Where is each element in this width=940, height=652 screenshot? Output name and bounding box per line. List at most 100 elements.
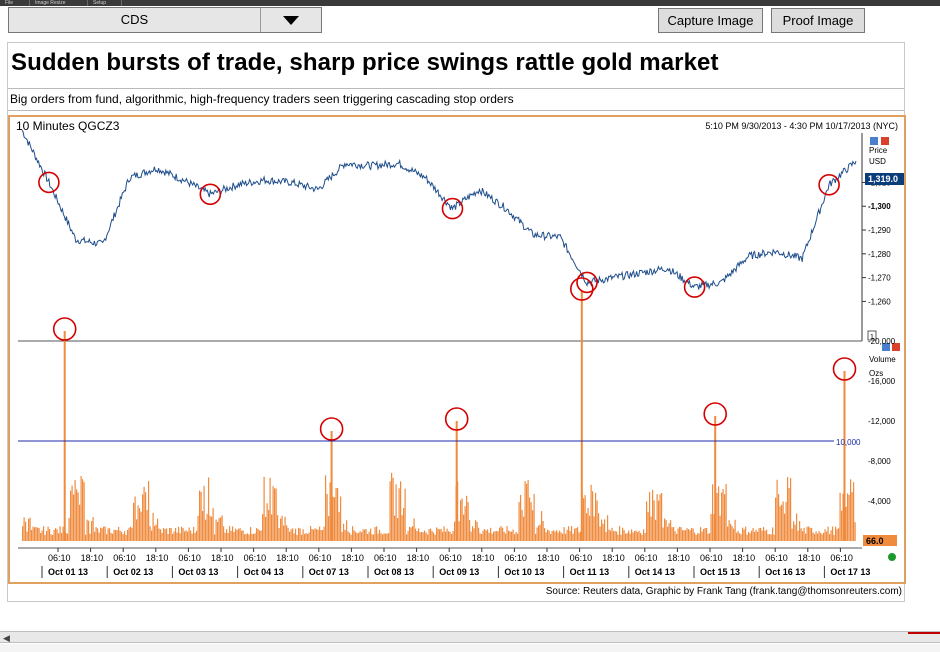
volume-spike-highlight-circle: [444, 407, 469, 431]
volume-bar: [466, 495, 468, 541]
volume-bar: [185, 530, 187, 541]
price-axis-label: Price: [869, 146, 888, 155]
volume-bar: [443, 526, 445, 541]
volume-bar: [274, 488, 276, 541]
volume-bar: [356, 533, 358, 541]
volume-bar: [385, 533, 387, 541]
volume-bar: [266, 503, 268, 541]
volume-bar: [646, 501, 648, 541]
volume-bar: [437, 528, 439, 541]
volume-spike-bar: [843, 371, 846, 541]
volume-bar: [217, 522, 219, 541]
volume-bar: [283, 525, 285, 541]
scroll-left-icon[interactable]: ◀: [3, 633, 10, 643]
volume-bar: [544, 528, 546, 541]
tab-image-resize[interactable]: Image Resize: [32, 0, 88, 6]
volume-bar: [595, 492, 597, 541]
volume-bar: [727, 526, 729, 541]
volume-bar: [67, 533, 69, 541]
price-tick-label: -1,270: [868, 274, 891, 283]
volume-bar: [259, 530, 261, 541]
chevron-down-icon[interactable]: [261, 8, 321, 32]
volume-bar: [835, 526, 837, 541]
volume-bar: [548, 530, 550, 541]
dropdown-selected-value: CDS: [9, 8, 261, 32]
volume-bar: [250, 527, 252, 541]
close-icon[interactable]: [881, 137, 889, 145]
volume-bar: [539, 524, 541, 541]
volume-bar: [302, 529, 304, 541]
capture-image-button[interactable]: Capture Image: [658, 8, 763, 33]
volume-bar: [193, 527, 195, 541]
volume-bar: [395, 484, 397, 541]
volume-bar: [790, 478, 792, 541]
volume-bar: [445, 531, 447, 541]
volume-bar: [770, 534, 772, 541]
volume-bar: [649, 492, 651, 541]
volume-bar: [511, 531, 513, 541]
tab-file[interactable]: File: [2, 0, 30, 6]
price-axis-unit: USD: [869, 157, 886, 166]
volume-minimize-icon[interactable]: [882, 343, 890, 351]
volume-bar: [451, 534, 453, 541]
volume-bar: [184, 531, 186, 541]
volume-bar: [208, 477, 210, 541]
volume-bar: [749, 533, 751, 541]
volume-bar: [446, 528, 448, 541]
volume-bar: [533, 493, 535, 541]
volume-bar: [29, 517, 31, 541]
volume-bar: [296, 534, 298, 541]
volume-close-icon[interactable]: [892, 343, 900, 351]
scroll-thumb[interactable]: [908, 632, 940, 643]
volume-bar: [242, 530, 244, 541]
volume-bar: [454, 521, 456, 541]
volume-bar: [284, 516, 286, 541]
volume-bar: [52, 535, 54, 541]
volume-bar: [820, 533, 822, 541]
volume-bar: [428, 529, 430, 541]
volume-bar: [707, 533, 709, 541]
volume-bar: [685, 530, 687, 541]
tab-setup[interactable]: Setup: [90, 0, 122, 6]
volume-bar: [571, 526, 573, 541]
volume-bar: [371, 534, 373, 541]
volume-bar: [626, 533, 628, 541]
status-dot-icon: [888, 553, 896, 561]
volume-bar: [355, 531, 357, 541]
volume-bar: [287, 527, 289, 541]
horizontal-scrollbar[interactable]: ◀: [0, 631, 940, 643]
volume-bar: [557, 532, 559, 541]
volume-bar: [830, 530, 832, 541]
headline: Sudden bursts of trade, sharp price swin…: [11, 49, 719, 76]
volume-bar: [745, 526, 747, 541]
volume-bar: [536, 527, 538, 541]
volume-bar: [316, 529, 318, 541]
volume-bar: [392, 477, 394, 541]
volume-tick-label: -20,000: [868, 337, 896, 346]
minimize-icon[interactable]: [870, 137, 878, 145]
x-time-label: 06:10: [113, 553, 136, 563]
x-date-label: Oct 07 13: [309, 567, 349, 577]
x-time-label: 06:10: [765, 553, 788, 563]
cds-dropdown[interactable]: CDS: [8, 7, 322, 33]
volume-bar: [416, 531, 418, 541]
volume-spike-bar: [455, 421, 458, 541]
volume-bar: [418, 528, 420, 541]
proof-image-button[interactable]: Proof Image: [771, 8, 865, 33]
volume-bar: [215, 519, 217, 541]
volume-bar: [617, 534, 619, 541]
volume-bar: [394, 515, 396, 541]
volume-bar: [230, 530, 232, 541]
volume-bar: [110, 533, 112, 541]
volume-bar: [680, 527, 682, 541]
volume-bar: [247, 533, 249, 541]
volume-bar: [278, 528, 280, 541]
volume-bar: [832, 526, 834, 541]
volume-bar: [272, 486, 274, 541]
volume-bar: [452, 531, 454, 541]
volume-bar: [556, 530, 558, 541]
x-time-label: 18:10: [667, 553, 690, 563]
source-credit: Source: Reuters data, Graphic by Frank T…: [545, 586, 902, 597]
volume-bar: [608, 529, 610, 541]
volume-bar: [700, 527, 702, 541]
